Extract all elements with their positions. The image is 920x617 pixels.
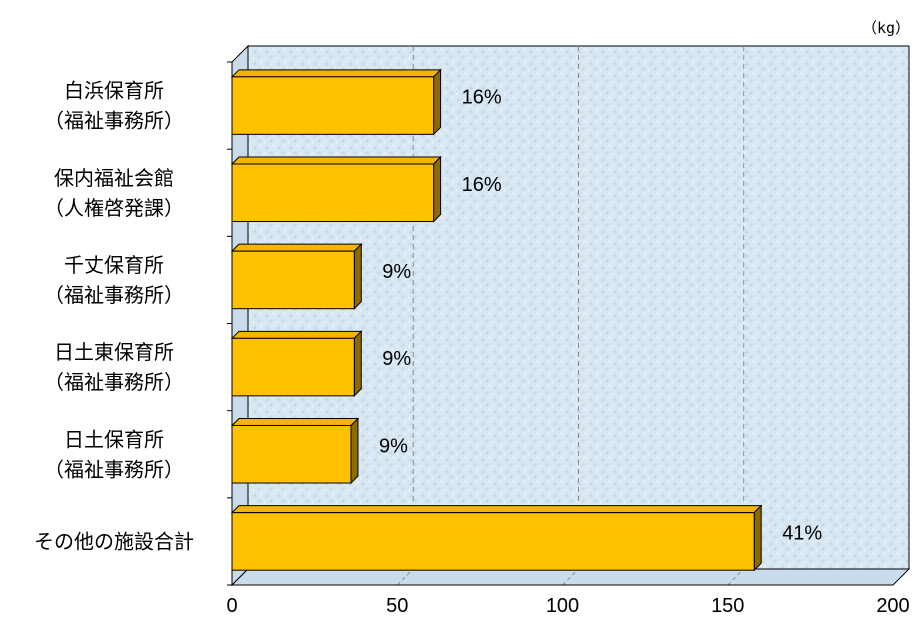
category-label: その他の施設合計 [34, 529, 194, 553]
data-label: 41% [782, 522, 822, 544]
data-label: 9% [382, 348, 411, 370]
bar [230, 242, 363, 310]
bar-side-face [353, 330, 362, 398]
bar [230, 330, 363, 398]
x-tick-label: 0 [226, 595, 237, 617]
x-tick-label: 100 [546, 595, 579, 617]
category-label: 日土東保育所 [54, 340, 174, 364]
x-tick-label: 50 [386, 595, 408, 617]
bar-top-face [230, 505, 763, 514]
bar-top-face [230, 243, 363, 252]
bar-top-face [230, 330, 363, 339]
bar [230, 155, 442, 223]
bar-top-face [230, 156, 442, 165]
category-label: （人権啓発課） [44, 196, 184, 220]
bar-side-face [433, 68, 442, 136]
bar-front-face [231, 337, 355, 397]
category-label: 日土保育所 [64, 427, 164, 451]
bar-side-face [353, 242, 362, 310]
unit-label: （kg） [862, 19, 910, 37]
data-label: 16% [462, 174, 502, 196]
gridline-floor [396, 568, 414, 586]
gridline-floor [727, 568, 745, 586]
bar-side-face [753, 504, 762, 572]
bar [230, 504, 763, 572]
data-label: 9% [382, 261, 411, 283]
bar-front-face [231, 512, 755, 571]
bar-front-face [231, 250, 355, 310]
bar-side-face [350, 417, 359, 485]
category-label: （福祉事務所） [44, 283, 184, 307]
category-label: （福祉事務所） [44, 370, 184, 394]
bar [230, 68, 442, 136]
gridline-floor [562, 568, 579, 586]
category-label: （福祉事務所） [44, 109, 184, 133]
bar-front-face [231, 76, 435, 135]
data-label: 9% [379, 435, 408, 457]
bar-top-face [230, 69, 442, 78]
bar-front-face [231, 424, 352, 484]
bar [230, 417, 360, 485]
x-tick-label: 150 [711, 595, 744, 617]
x-tick-label: 200 [876, 595, 909, 617]
bar-front-face [231, 163, 435, 223]
bar-side-face [433, 155, 442, 223]
data-label: 16% [462, 87, 502, 109]
category-label: 保内福祉会館 [54, 166, 174, 190]
category-label: （福祉事務所） [44, 457, 184, 481]
bar-top-face [230, 417, 360, 426]
category-label: 白浜保育所 [64, 79, 164, 103]
plot-floor [230, 568, 911, 586]
category-label: 千丈保育所 [64, 253, 164, 277]
